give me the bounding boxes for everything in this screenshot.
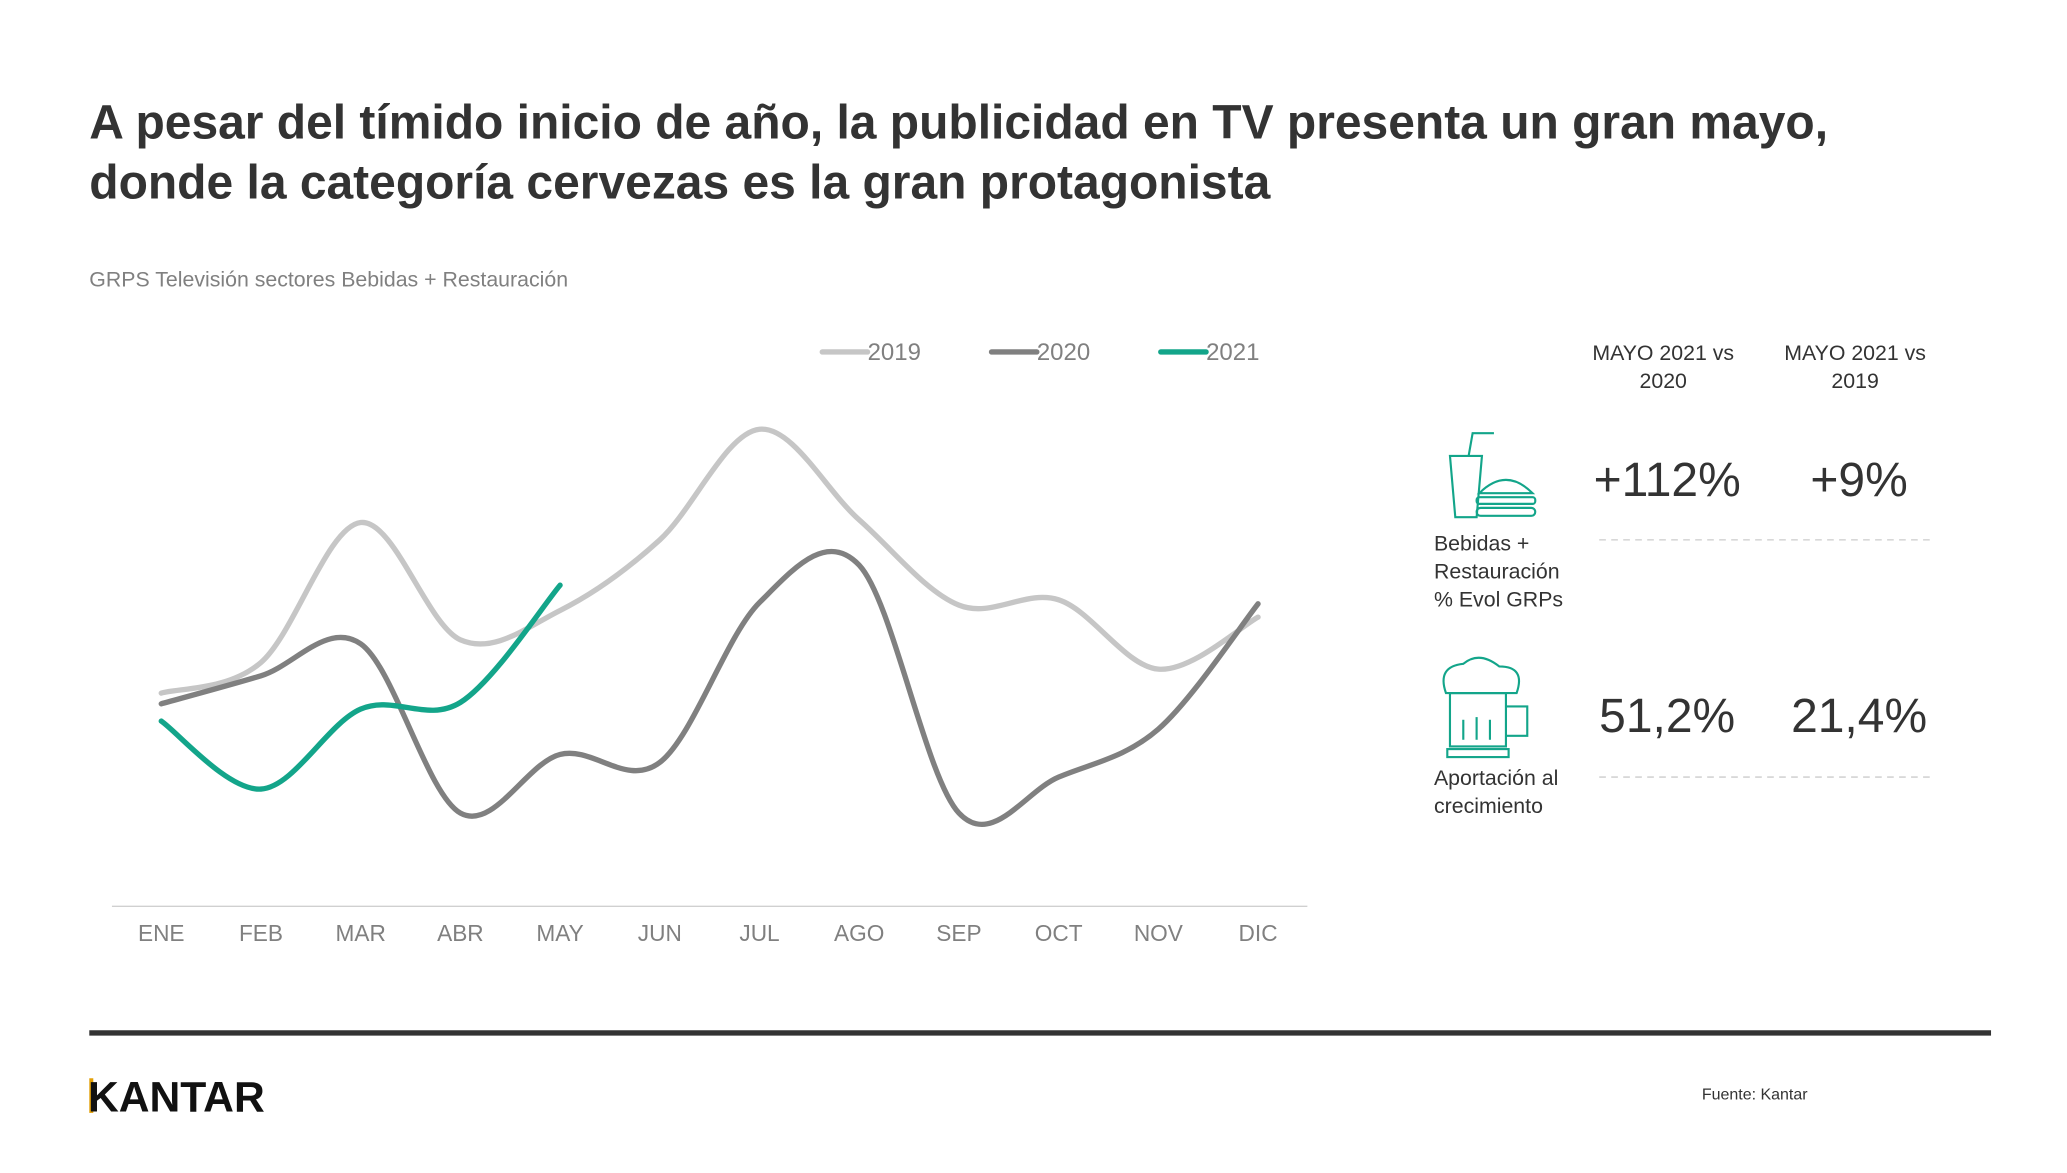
row-label: % Evol GRPs	[1434, 587, 1563, 611]
column-header: 2020	[1639, 369, 1687, 393]
x-tick-label: ABR	[437, 920, 484, 946]
kpi-value: 51,2%	[1599, 690, 1735, 743]
x-tick-label: MAY	[536, 920, 583, 946]
logo: KANTAR	[88, 1074, 265, 1122]
column-header: MAYO 2021 vs	[1592, 341, 1734, 365]
series-line	[158, 426, 1261, 696]
legend-label: 2020	[1037, 339, 1090, 366]
x-tick-label: DIC	[1239, 920, 1278, 946]
x-tick-label: OCT	[1035, 920, 1083, 946]
column-header: 2019	[1831, 369, 1878, 393]
x-tick-label: MAR	[336, 920, 386, 946]
x-tick-label: NOV	[1134, 920, 1183, 946]
series-line	[158, 548, 1261, 828]
row-label: Aportación al	[1434, 766, 1558, 790]
legend-label: 2019	[868, 339, 921, 366]
x-tick-label: ENE	[138, 920, 185, 946]
logo-accent	[89, 1078, 94, 1113]
source: Fuente: Kantar	[1702, 1087, 1808, 1104]
subtitle: GRPS Televisión sectores Bebidas + Resta…	[89, 268, 568, 292]
kpi-value: +112%	[1594, 454, 1741, 507]
x-tick-label: FEB	[239, 920, 283, 946]
series-line	[158, 582, 563, 792]
x-tick-label: JUL	[739, 920, 779, 946]
row-label: Bebidas +	[1434, 532, 1529, 556]
title-line: A pesar del tímido inicio de año, la pub…	[89, 97, 1828, 150]
x-tick-label: AGO	[834, 920, 884, 946]
drink-food-icon	[1448, 432, 1537, 519]
column-header: MAYO 2021 vs	[1784, 341, 1926, 365]
kpi-value: +9%	[1810, 454, 1907, 507]
kpi-value: 21,4%	[1791, 690, 1927, 743]
row-label: crecimiento	[1434, 794, 1543, 818]
x-tick-label: JUN	[638, 920, 682, 946]
x-tick-label: SEP	[936, 920, 981, 946]
beer-icon	[1442, 656, 1529, 759]
row-label: Restauración	[1434, 560, 1560, 584]
legend-label: 2021	[1206, 339, 1259, 366]
title-line: donde la categoría cervezas es la gran p…	[89, 157, 1270, 210]
